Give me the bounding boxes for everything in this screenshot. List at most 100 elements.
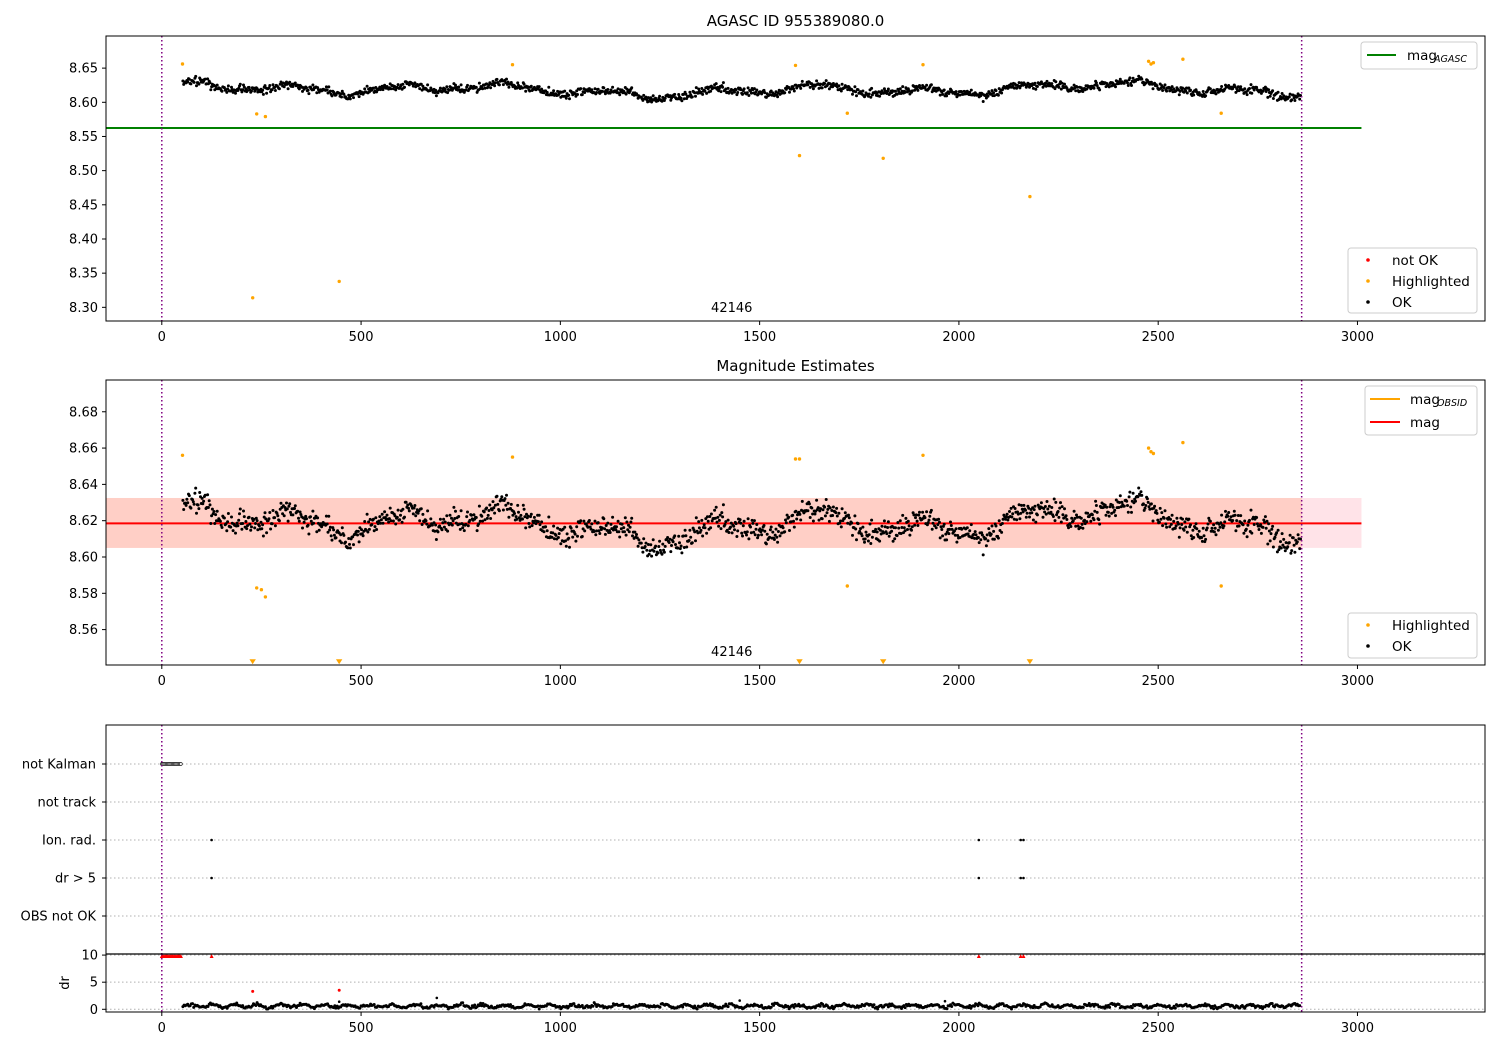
ok-point xyxy=(949,520,952,524)
axes-frame xyxy=(105,379,1486,666)
ok-point xyxy=(1000,522,1004,525)
ok-point xyxy=(434,94,438,98)
ok-point xyxy=(1156,518,1160,522)
ok-point xyxy=(185,497,189,501)
ok-point xyxy=(187,494,191,498)
plot-area xyxy=(106,380,1362,665)
ok-point xyxy=(623,516,627,520)
ok-point xyxy=(399,513,402,517)
ok-point xyxy=(592,530,596,533)
ok-point xyxy=(1006,518,1010,522)
ok-point xyxy=(285,501,288,505)
ok-point xyxy=(1279,540,1282,544)
ok-point xyxy=(493,511,497,515)
ok-point xyxy=(1165,89,1169,93)
dr-ok-point xyxy=(943,999,947,1003)
flag-point xyxy=(1019,838,1022,842)
ok-point xyxy=(906,519,910,523)
ok-point xyxy=(1118,494,1122,498)
ok-point xyxy=(1020,503,1023,507)
ok-point xyxy=(522,82,526,86)
ok-point xyxy=(670,544,673,547)
ok-point xyxy=(324,85,328,89)
ok-point xyxy=(529,84,533,88)
ok-point xyxy=(1223,520,1227,524)
ok-point xyxy=(658,94,662,98)
flag-point xyxy=(1022,838,1025,842)
ok-point xyxy=(564,96,568,100)
ok-point xyxy=(882,531,886,535)
ok-point xyxy=(1009,506,1013,510)
ok-point xyxy=(276,514,280,518)
ok-point xyxy=(1128,76,1132,80)
ok-point xyxy=(433,529,437,533)
ok-point xyxy=(696,531,700,535)
ok-point xyxy=(1093,509,1097,513)
ok-point xyxy=(1266,95,1270,99)
ok-point xyxy=(454,83,457,87)
ok-point xyxy=(474,516,478,519)
ok-point xyxy=(413,504,417,507)
ok-point xyxy=(401,82,405,86)
flag-label: not track xyxy=(37,796,96,811)
ok-point xyxy=(1259,523,1263,527)
ok-point xyxy=(768,535,772,539)
ok-point xyxy=(1137,74,1141,78)
ok-point xyxy=(1011,512,1015,516)
ok-point xyxy=(229,525,233,529)
ok-point xyxy=(837,84,841,88)
ok-point xyxy=(586,525,590,529)
ok-point xyxy=(561,527,565,531)
ok-point xyxy=(269,527,273,531)
ok-point xyxy=(315,91,319,95)
ok-point xyxy=(1226,514,1230,518)
ok-point xyxy=(283,506,287,509)
ok-point xyxy=(914,84,918,88)
legend-label: OK xyxy=(1392,295,1413,311)
ok-point xyxy=(326,530,330,534)
ok-point xyxy=(846,521,850,525)
ok-point xyxy=(994,524,998,528)
ok-point xyxy=(197,507,201,511)
ok-point xyxy=(1097,518,1101,522)
ok-point xyxy=(1016,512,1020,516)
ok-point xyxy=(1295,540,1299,544)
dr-ok-point xyxy=(968,1004,972,1007)
ok-point xyxy=(826,507,830,511)
ok-point xyxy=(792,519,795,523)
ok-point xyxy=(1105,505,1109,509)
dr-ok-point xyxy=(886,1005,890,1009)
ok-point xyxy=(1157,520,1161,524)
dr-ok-point xyxy=(241,1004,245,1008)
ok-point xyxy=(660,552,664,556)
ok-point xyxy=(506,501,510,505)
ok-point xyxy=(192,502,196,506)
ok-point xyxy=(371,517,375,521)
ok-point xyxy=(886,526,890,529)
ok-point xyxy=(729,521,733,525)
ok-point xyxy=(1271,89,1275,93)
ok-point xyxy=(679,96,683,100)
ok-point xyxy=(581,527,585,531)
ok-point xyxy=(654,544,658,548)
ok-point xyxy=(238,512,241,516)
ok-point xyxy=(756,533,760,537)
ok-point xyxy=(706,519,710,523)
ok-point xyxy=(583,529,587,533)
ok-point xyxy=(760,528,764,532)
ok-point xyxy=(1126,81,1129,85)
ok-point xyxy=(1201,526,1205,530)
ok-point xyxy=(457,85,461,89)
ok-point xyxy=(1070,516,1074,520)
ok-point xyxy=(557,532,561,536)
ok-point xyxy=(1073,516,1077,520)
ok-point xyxy=(475,529,479,533)
ok-point xyxy=(1195,527,1199,531)
ok-point xyxy=(746,517,750,521)
ok-point xyxy=(867,533,871,537)
ok-point xyxy=(1075,85,1079,89)
ok-point xyxy=(1161,89,1165,92)
dr-ok-point xyxy=(1108,1005,1112,1009)
dr-ok-point xyxy=(522,1004,526,1008)
ok-point xyxy=(1299,537,1302,541)
